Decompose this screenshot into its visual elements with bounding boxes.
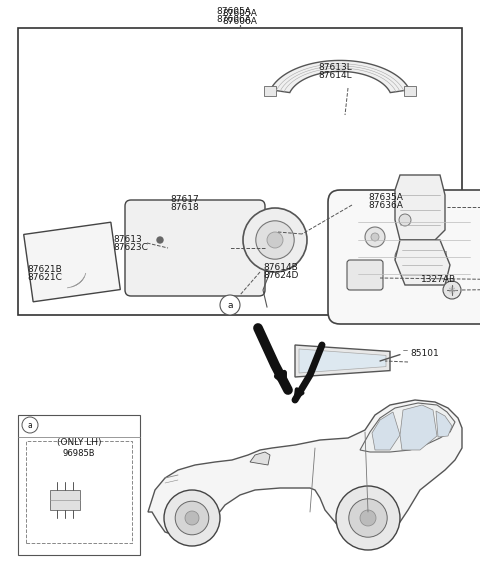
Text: 87606A: 87606A bbox=[216, 15, 252, 25]
Text: 87636A: 87636A bbox=[368, 202, 403, 210]
Text: 87618: 87618 bbox=[170, 203, 199, 213]
Circle shape bbox=[371, 233, 379, 241]
Bar bbox=[434, 251, 446, 263]
Bar bbox=[18, 28, 462, 315]
Circle shape bbox=[401, 253, 409, 261]
Text: 87605A: 87605A bbox=[216, 7, 252, 17]
Polygon shape bbox=[250, 452, 270, 465]
Circle shape bbox=[164, 490, 220, 546]
Circle shape bbox=[395, 247, 415, 267]
Circle shape bbox=[243, 208, 307, 272]
Circle shape bbox=[349, 499, 387, 537]
Polygon shape bbox=[395, 240, 450, 285]
Text: 85101: 85101 bbox=[410, 348, 439, 358]
FancyBboxPatch shape bbox=[347, 260, 383, 290]
Bar bbox=[424, 226, 436, 238]
Bar bbox=[18, 415, 140, 555]
Bar bbox=[404, 86, 416, 96]
Polygon shape bbox=[50, 490, 80, 510]
Polygon shape bbox=[395, 175, 445, 240]
Circle shape bbox=[157, 237, 163, 243]
Circle shape bbox=[175, 501, 209, 535]
Text: 96985B: 96985B bbox=[63, 449, 95, 458]
Polygon shape bbox=[400, 405, 437, 450]
Text: 87613L: 87613L bbox=[318, 62, 352, 72]
Text: 87614L: 87614L bbox=[318, 70, 352, 80]
Bar bbox=[26, 441, 132, 543]
Circle shape bbox=[220, 295, 240, 315]
Circle shape bbox=[22, 417, 38, 433]
Polygon shape bbox=[372, 412, 400, 450]
Polygon shape bbox=[24, 222, 120, 302]
Bar bbox=[419, 271, 431, 283]
Circle shape bbox=[443, 281, 461, 299]
Text: 1327AB: 1327AB bbox=[421, 276, 456, 285]
Polygon shape bbox=[148, 400, 462, 540]
Text: 87624D: 87624D bbox=[263, 272, 299, 281]
FancyBboxPatch shape bbox=[125, 200, 265, 296]
Text: 87635A: 87635A bbox=[368, 194, 403, 202]
Polygon shape bbox=[436, 411, 452, 437]
Text: 87621B: 87621B bbox=[27, 265, 62, 274]
Text: a: a bbox=[227, 300, 233, 309]
Text: 87605A: 87605A bbox=[223, 10, 257, 18]
Circle shape bbox=[360, 510, 376, 526]
Circle shape bbox=[256, 221, 294, 259]
Text: 87613: 87613 bbox=[113, 236, 142, 245]
Text: 87614B: 87614B bbox=[263, 264, 298, 273]
Bar bbox=[264, 86, 276, 96]
Circle shape bbox=[267, 232, 283, 248]
Polygon shape bbox=[299, 349, 386, 373]
Text: 87621C: 87621C bbox=[27, 273, 62, 282]
Polygon shape bbox=[360, 403, 455, 452]
Text: a: a bbox=[28, 421, 32, 430]
Polygon shape bbox=[295, 345, 390, 377]
Circle shape bbox=[365, 227, 385, 247]
Text: (ONLY LH): (ONLY LH) bbox=[57, 438, 101, 448]
Polygon shape bbox=[270, 60, 409, 93]
Text: 87623C: 87623C bbox=[113, 244, 148, 253]
FancyBboxPatch shape bbox=[328, 190, 480, 324]
Circle shape bbox=[185, 511, 199, 525]
Circle shape bbox=[399, 214, 411, 226]
Circle shape bbox=[336, 486, 400, 550]
Text: 87606A: 87606A bbox=[223, 18, 257, 26]
Text: 87617: 87617 bbox=[170, 195, 199, 205]
